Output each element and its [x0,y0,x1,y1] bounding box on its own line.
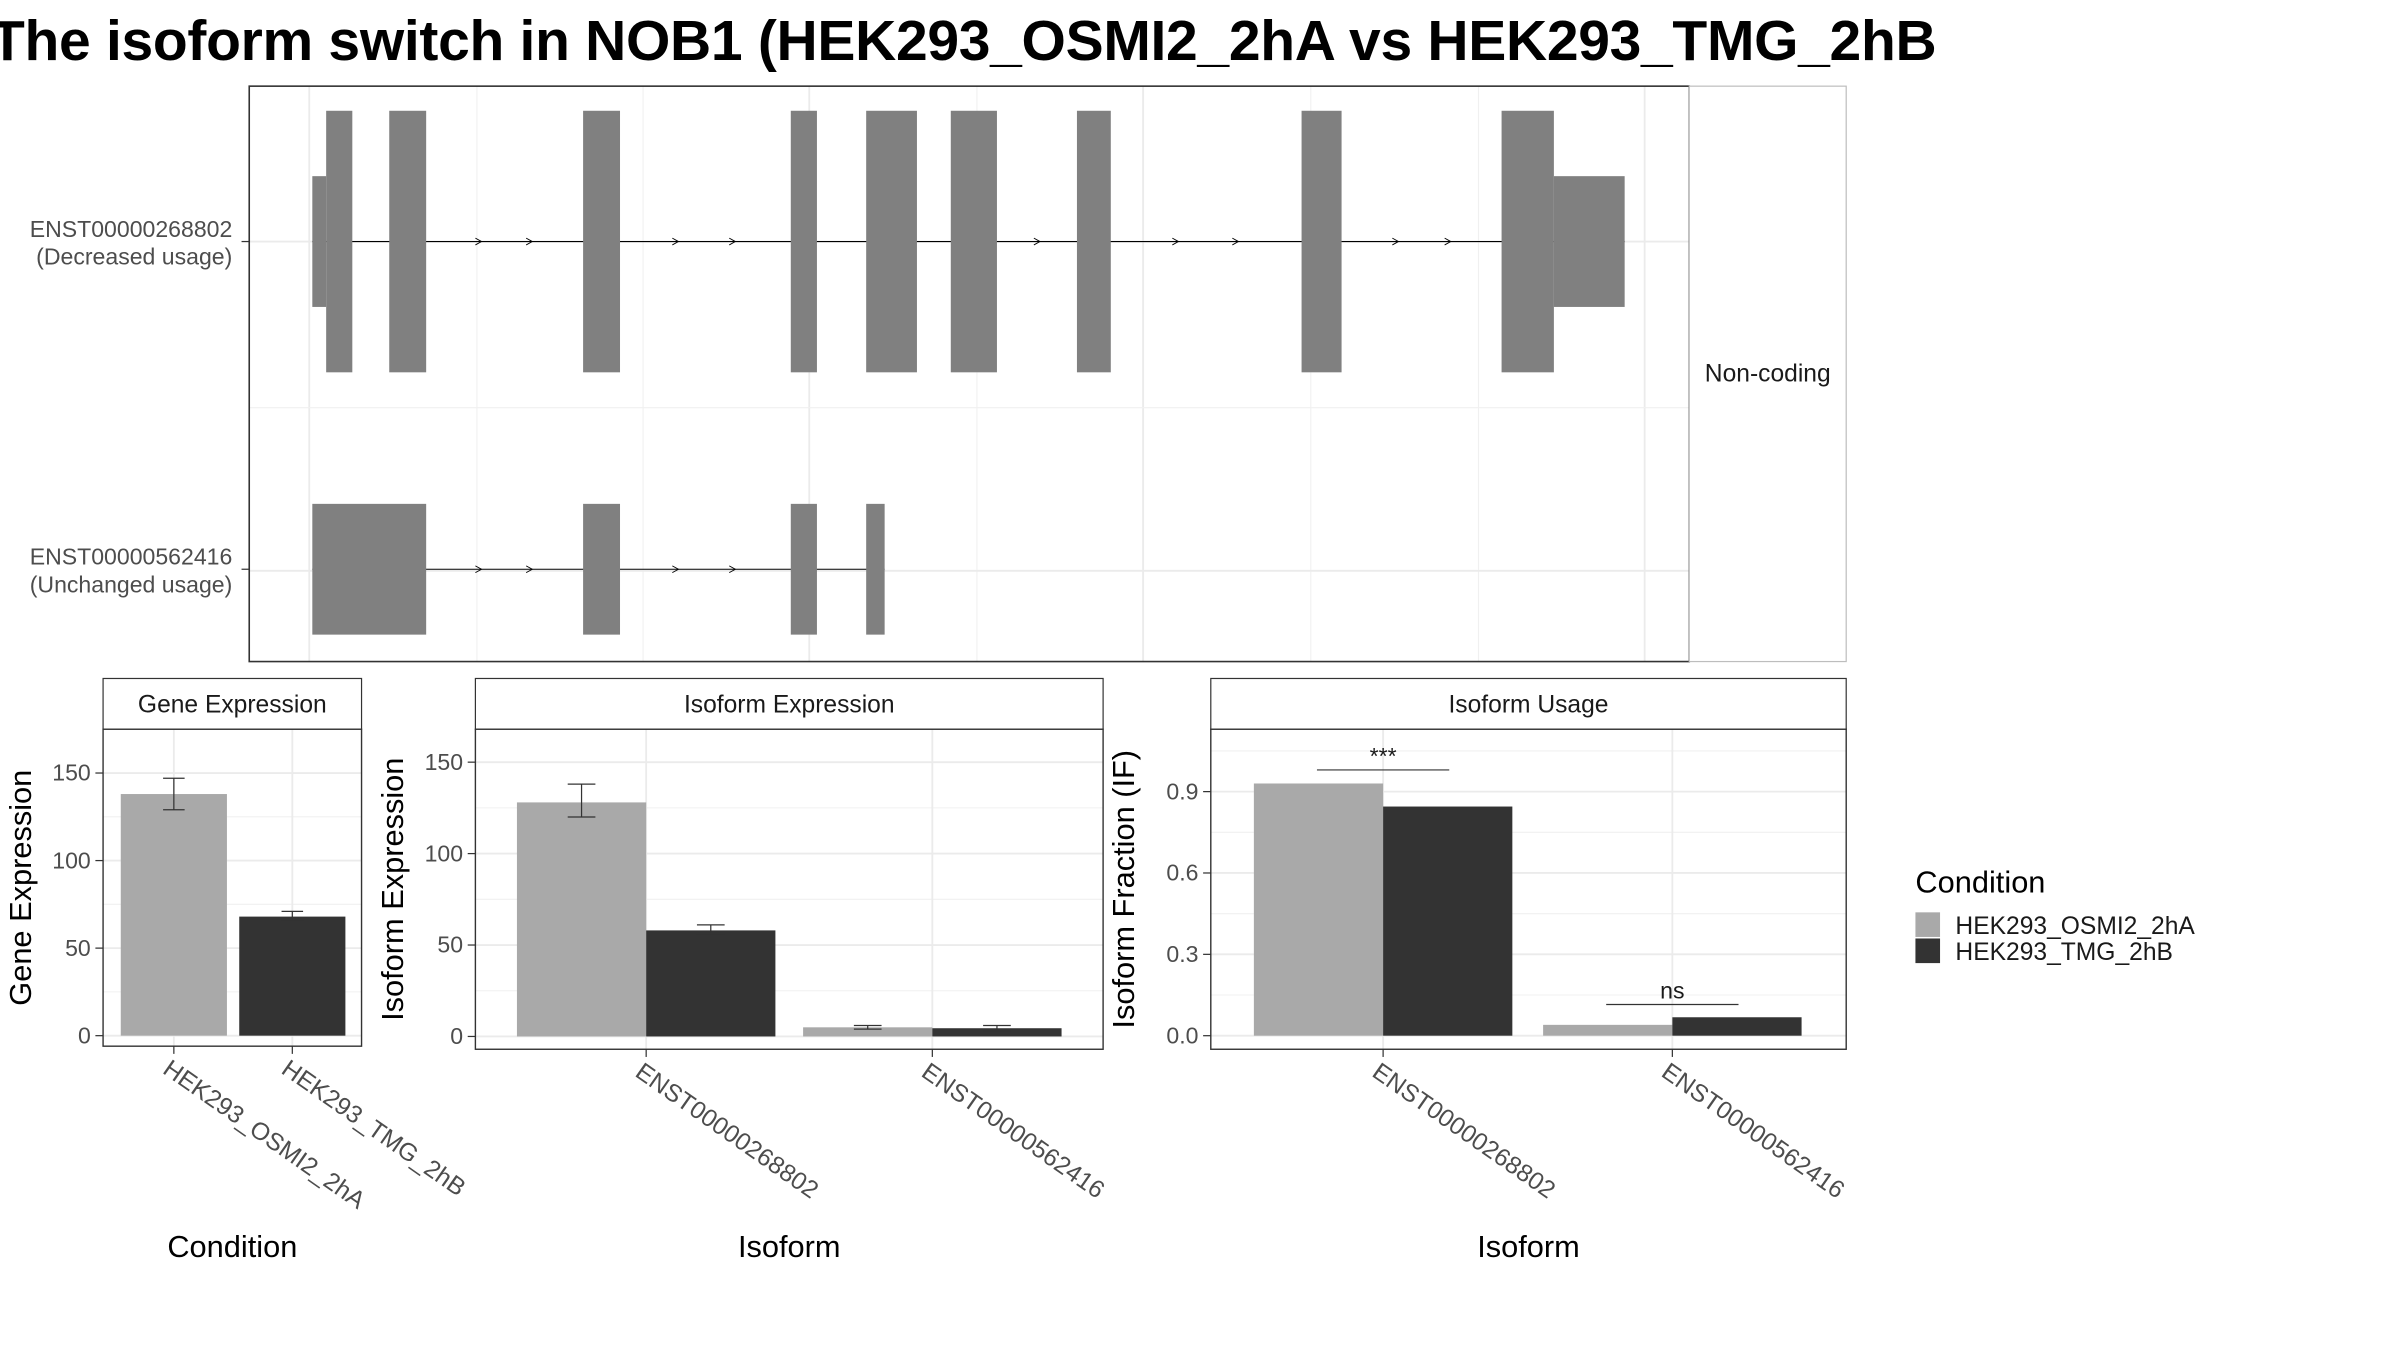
exon-utr [312,176,327,307]
isoform-expression-panel-title: Isoform Expression [684,691,895,718]
exon-cds [950,110,997,373]
isoform-expression-bar [932,1028,1062,1037]
strand-arrow [729,237,737,246]
legend-title: Condition [1915,864,2045,899]
gene-expression-bar [120,794,227,1036]
transcript-usage-label: (Decreased usage) [36,244,232,270]
exon-utr [312,503,427,635]
exon-cds [583,110,621,373]
gene-expression-y-tick-label: 100 [52,847,90,873]
gene-expression-y-tick-label: 150 [52,760,90,786]
isoform-expression-y-tick-label: 50 [437,932,463,958]
transcript-id-label: ENST00000268802 [30,216,233,242]
gene-expression-y-tick-label: 50 [65,935,91,961]
gene-expression-plot-border [102,728,363,1047]
isoform-usage-panel-title: Isoform Usage [1448,691,1608,718]
exon-cds [1301,110,1342,373]
isoform-usage-y-tick-label: 0.6 [1166,860,1198,886]
exon-cds [866,110,917,373]
exon-cds [790,110,817,373]
isoform-usage-significance-label: ns [1660,977,1684,1003]
exon-cds [326,110,353,373]
isoform-usage-y-tick-label: 0.9 [1166,778,1198,804]
isoform-expression-x-tick-label: ENST00000562416 [917,1058,1110,1204]
isoform-usage-plot-border [1210,728,1847,1050]
isoform-expression-y-tick-label: 150 [425,749,463,775]
exon-utr [583,503,621,635]
isoform-usage-x-tick-label: ENST00000562416 [1657,1058,1850,1204]
gene-expression-y-axis-title: Gene Expression [3,770,38,1006]
transcript-id-label: ENST00000562416 [30,544,233,570]
isoform-usage-significance-label: *** [1370,743,1397,769]
strand-arrow [672,565,680,574]
gene-expression-strip [102,677,363,730]
exon-utr [1553,176,1625,307]
isoform-expression-x-tick-label: ENST00000268802 [630,1058,823,1204]
legend-swatch [1915,938,1941,964]
isoform-expression-y-tick-label: 0 [450,1023,463,1049]
strand-arrow [475,237,483,246]
isoform-expression-plot-border [474,728,1104,1050]
strand-arrow [1232,237,1240,246]
exon-cds [389,110,427,373]
isoform-expression-y-axis-title: Isoform Expression [375,758,410,1021]
chart-title: The isoform switch in NOB1 (HEK293_OSMI2… [0,9,1937,73]
strand-arrow [672,237,680,246]
gene-expression-y-tick-label: 0 [78,1022,91,1048]
gene-expression-bar [239,916,346,1036]
facet-label-non-coding: Non-coding [1705,361,1831,388]
isoform-usage-y-tick-label: 0.0 [1166,1022,1198,1048]
isoform-expression-y-tick-label: 100 [425,840,463,866]
strand-arrow [1392,237,1400,246]
isoform-usage-bar [1253,783,1384,1036]
isoform-expression-strip [474,677,1104,730]
isoform-usage-x-axis-title: Isoform [1477,1229,1580,1264]
gene-expression-x-tick-label: HEK293_OSMI2_2hA [158,1055,370,1215]
strand-arrow [729,565,737,574]
strand-arrow [525,237,534,246]
exon-utr [866,503,885,635]
strand-arrow [525,565,534,574]
strand-arrow [1172,237,1180,246]
legend-label: HEK293_TMG_2hB [1955,939,2173,966]
isoform-usage-bar [1672,1017,1802,1036]
strand-arrow [1033,237,1041,246]
isoform-expression-bar [803,1027,933,1037]
isoform-expression-bar [646,930,776,1037]
exon-utr [790,503,817,635]
gene-expression-x-axis-title: Condition [167,1229,297,1264]
exon-cds [1076,110,1111,373]
isoform-usage-y-tick-label: 0.3 [1166,941,1198,967]
isoform-usage-y-axis-title: Isoform Fraction (IF) [1106,750,1141,1029]
transcript-usage-label: (Unchanged usage) [30,571,233,597]
isoform-usage-x-tick-label: ENST00000268802 [1367,1058,1560,1204]
facet-strip [1688,85,1847,663]
gene-expression-panel-title: Gene Expression [138,691,327,718]
isoform-usage-strip [1210,677,1847,730]
legend-label: HEK293_OSMI2_2hA [1955,913,2195,940]
exon-cds [1501,110,1554,373]
strand-arrow [1444,237,1452,246]
legend-swatch [1915,912,1941,937]
isoform-usage-bar [1543,1024,1673,1036]
isoform-expression-bar [516,802,647,1037]
strand-arrow [475,565,483,574]
isoform-expression-x-axis-title: Isoform [738,1229,841,1264]
isoform-usage-bar [1383,806,1513,1036]
